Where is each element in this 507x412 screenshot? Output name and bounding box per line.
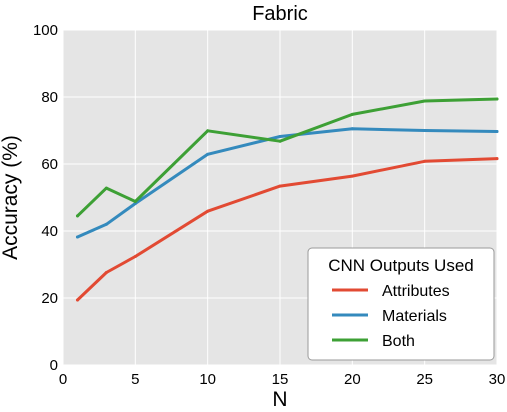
data-point-both [133, 200, 137, 203]
legend-label-materials: Materials [382, 308, 447, 325]
data-point-attributes [76, 298, 79, 302]
series-line-materials [76, 127, 499, 239]
legend-label-attributes: Attributes [382, 283, 450, 300]
data-point-attributes [104, 271, 108, 274]
data-point-both [206, 129, 210, 133]
x-axis-label: N [272, 388, 287, 411]
y-tick-label: 100 [33, 22, 58, 39]
data-point-materials [76, 235, 79, 239]
grid-lines [62, 29, 498, 366]
chart-title: Fabric [252, 3, 308, 25]
series-lines [76, 97, 499, 302]
data-point-materials [206, 152, 210, 156]
x-tick-label: 30 [489, 371, 506, 388]
legend: CNN Outputs Used Attributes Materials Both [307, 247, 495, 361]
y-axis-label: Accuracy (%) [0, 135, 22, 260]
y-tick-label: 20 [41, 290, 58, 307]
y-tick-label: 60 [41, 156, 58, 173]
legend-box [307, 247, 495, 361]
data-point-both [495, 97, 499, 101]
data-point-attributes [206, 209, 210, 213]
x-tick-label: 5 [131, 371, 139, 388]
legend-label-both: Both [382, 333, 415, 350]
y-tick-label: 40 [41, 223, 58, 240]
x-tick-label: 0 [59, 371, 67, 388]
data-point-attributes [350, 174, 354, 178]
data-point-materials [104, 222, 108, 226]
data-point-materials [350, 127, 354, 131]
data-point-attributes [495, 157, 499, 161]
y-tick-label: 80 [41, 89, 58, 106]
series-line-both [76, 97, 499, 218]
data-point-materials [495, 130, 499, 133]
y-tick-label: 0 [50, 357, 58, 374]
data-point-materials [278, 135, 282, 138]
x-tick-label: 20 [344, 371, 361, 388]
data-point-attributes [423, 159, 427, 163]
x-tick-label: 25 [416, 371, 433, 388]
tick-labels: 0 5 10 15 20 25 30 0 20 40 60 80 100 [33, 22, 505, 388]
series-line-attributes [76, 157, 499, 302]
data-point-both [104, 186, 108, 190]
data-point-both [350, 112, 354, 116]
x-tick-label: 10 [199, 371, 216, 388]
legend-items: Attributes Materials Both [332, 283, 450, 350]
data-point-both [423, 99, 427, 103]
data-point-attributes [133, 255, 137, 258]
x-tick-label: 15 [272, 371, 289, 388]
data-point-attributes [278, 184, 282, 188]
data-point-both [278, 139, 282, 143]
data-point-materials [423, 129, 427, 132]
legend-title: CNN Outputs Used [328, 256, 474, 275]
data-point-both [76, 214, 79, 218]
